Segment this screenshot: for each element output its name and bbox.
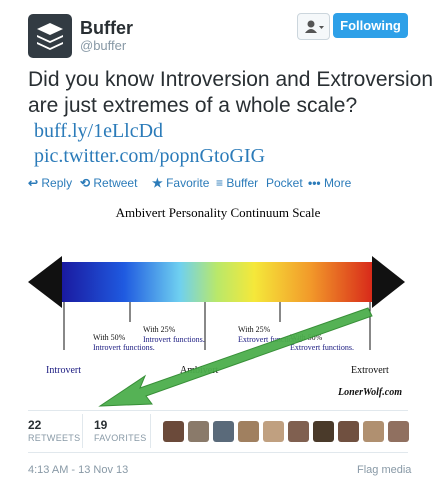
scale-note: Introvert functions.: [93, 343, 155, 352]
scale-note: Introvert functions.: [143, 335, 205, 344]
action-button[interactable]: ≡ Buffer: [216, 176, 258, 190]
favoriter-avatar[interactable]: [388, 421, 409, 442]
image-title: Ambivert Personality Continuum Scale: [116, 205, 321, 220]
action-label: Pocket: [266, 176, 303, 190]
action-button[interactable]: Pocket: [266, 176, 303, 190]
user-name[interactable]: Buffer: [80, 18, 133, 38]
scale-note: Extrovert functions.: [290, 343, 354, 352]
action-icon: ⟲: [80, 176, 94, 190]
favoriter-avatar[interactable]: [238, 421, 259, 442]
scale-end: Extrovert: [351, 365, 389, 376]
scale-note: Extrovert functions.: [238, 335, 302, 344]
favoriter-avatar[interactable]: [188, 421, 209, 442]
favoriter-avatar[interactable]: [338, 421, 359, 442]
favoriter-avatar[interactable]: [213, 421, 234, 442]
action-icon: ↩: [28, 176, 42, 190]
action-button[interactable]: ••• More: [308, 176, 351, 190]
action-icon: ★: [152, 176, 167, 190]
action-icon: •••: [308, 176, 324, 190]
tweet-link[interactable]: pic.twitter.com/popnGtoGIG: [34, 145, 266, 167]
image-credit: LonerWolf.com: [337, 387, 402, 398]
following-button[interactable]: Following: [333, 13, 408, 38]
action-button[interactable]: ↩ Reply: [28, 176, 72, 190]
favorite-count[interactable]: 19: [94, 418, 108, 432]
avatar[interactable]: [28, 14, 72, 58]
action-button[interactable]: ⟲ Retweet: [80, 176, 137, 190]
favoriter-avatar[interactable]: [288, 421, 309, 442]
action-label: More: [323, 176, 352, 190]
retweet-count[interactable]: 22: [28, 418, 42, 432]
user-menu-button[interactable]: [297, 13, 330, 40]
retweet-label[interactable]: RETWEETS: [28, 433, 81, 443]
action-icon: ≡: [216, 176, 227, 190]
scale-end: Introvert: [46, 365, 81, 376]
action-label: Reply: [41, 176, 73, 190]
action-label: Buffer: [226, 176, 259, 190]
timestamp[interactable]: 4:13 AM - 13 Nov 13: [28, 464, 129, 476]
flag-media[interactable]: Flag media: [357, 464, 412, 476]
scale-note: With 25%: [143, 325, 176, 334]
favoriter-avatar[interactable]: [363, 421, 384, 442]
scale-note: With 25%: [238, 325, 271, 334]
favoriter-avatar[interactable]: [163, 421, 184, 442]
tweet-text: are just extremes of a whole scale?: [28, 94, 358, 117]
favoriter-avatar[interactable]: [313, 421, 334, 442]
favoriter-avatar[interactable]: [263, 421, 284, 442]
scale-note: With 50%: [93, 333, 126, 342]
action-label: Retweet: [93, 176, 138, 190]
tweet-link[interactable]: buff.ly/1eLlcDd: [34, 120, 164, 142]
user-handle[interactable]: @buffer: [80, 38, 127, 53]
action-label: Favorite: [166, 176, 210, 190]
action-button[interactable]: ★ Favorite: [152, 176, 209, 190]
favorite-label[interactable]: FAVORITES: [94, 433, 147, 443]
tweet-text: Did you know Introversion and Extroversi…: [28, 68, 434, 91]
tweet-image[interactable]: Ambivert Personality Continuum Scale Wit…: [0, 198, 436, 408]
